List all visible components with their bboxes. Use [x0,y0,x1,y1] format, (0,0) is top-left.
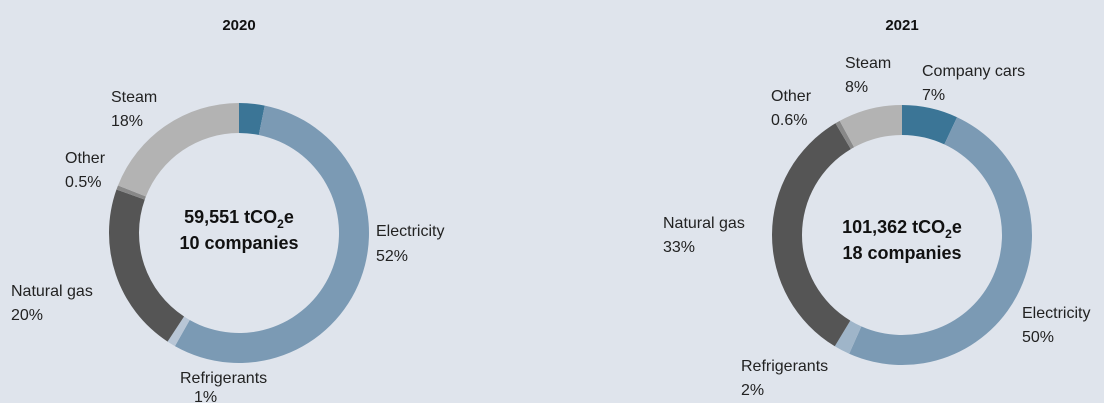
donut-chart-2020: 2020 59,551 tCO2e 10 companies Electrici… [11,17,444,403]
slice-label: Other [771,88,812,105]
slice-pct: 33% [663,239,695,256]
slice-label: Natural gas [11,283,93,300]
center-companies: 10 companies [179,233,298,253]
donut-slice [108,189,185,342]
donut-slice [117,102,239,197]
slice-pct: 50% [1022,329,1054,346]
slice-label: Steam [111,89,157,106]
slice-label: Refrigerants [180,370,267,387]
slice-pct: 20% [11,307,43,324]
donut-slice [116,185,146,200]
donut-slice [834,320,862,354]
slice-pct: 52% [376,248,408,265]
slice-pct: 0.6% [771,112,807,129]
center-total: 101,362 tCO2e [842,217,962,241]
donut-slice [167,316,190,347]
slice-label: Company cars [922,63,1025,80]
slice-label: Refrigerants [741,358,828,375]
slice-pct: 7% [922,87,945,104]
slice-label: Other [65,150,106,167]
center-companies: 18 companies [842,243,961,263]
donut-slice [239,103,265,135]
donut-slices [108,102,370,364]
slice-label: Steam [845,55,891,72]
chart-title: 2020 [222,17,255,34]
donut-slice [849,117,1032,365]
slice-pct: 8% [845,79,868,96]
slice-pct: 0.5% [65,174,101,191]
chart-title: 2021 [885,17,918,34]
donut-slice [902,105,958,145]
donut-slice [174,105,370,364]
center-total: 59,551 tCO2e [184,207,294,231]
donut-chart-2021: 2021 101,362 tCO2e 18 companies Company … [663,17,1090,399]
slice-label: Natural gas [663,215,745,232]
donut-slice [772,123,851,347]
slice-label: Electricity [1022,305,1090,322]
slice-pct: 18% [111,113,143,130]
donut-slices [772,105,1032,365]
slice-label: Electricity [376,223,444,240]
slice-pct: 2% [741,382,764,399]
slice-pct: 1% [194,389,217,403]
donut-slice [835,120,855,150]
donut-slice [839,105,902,148]
